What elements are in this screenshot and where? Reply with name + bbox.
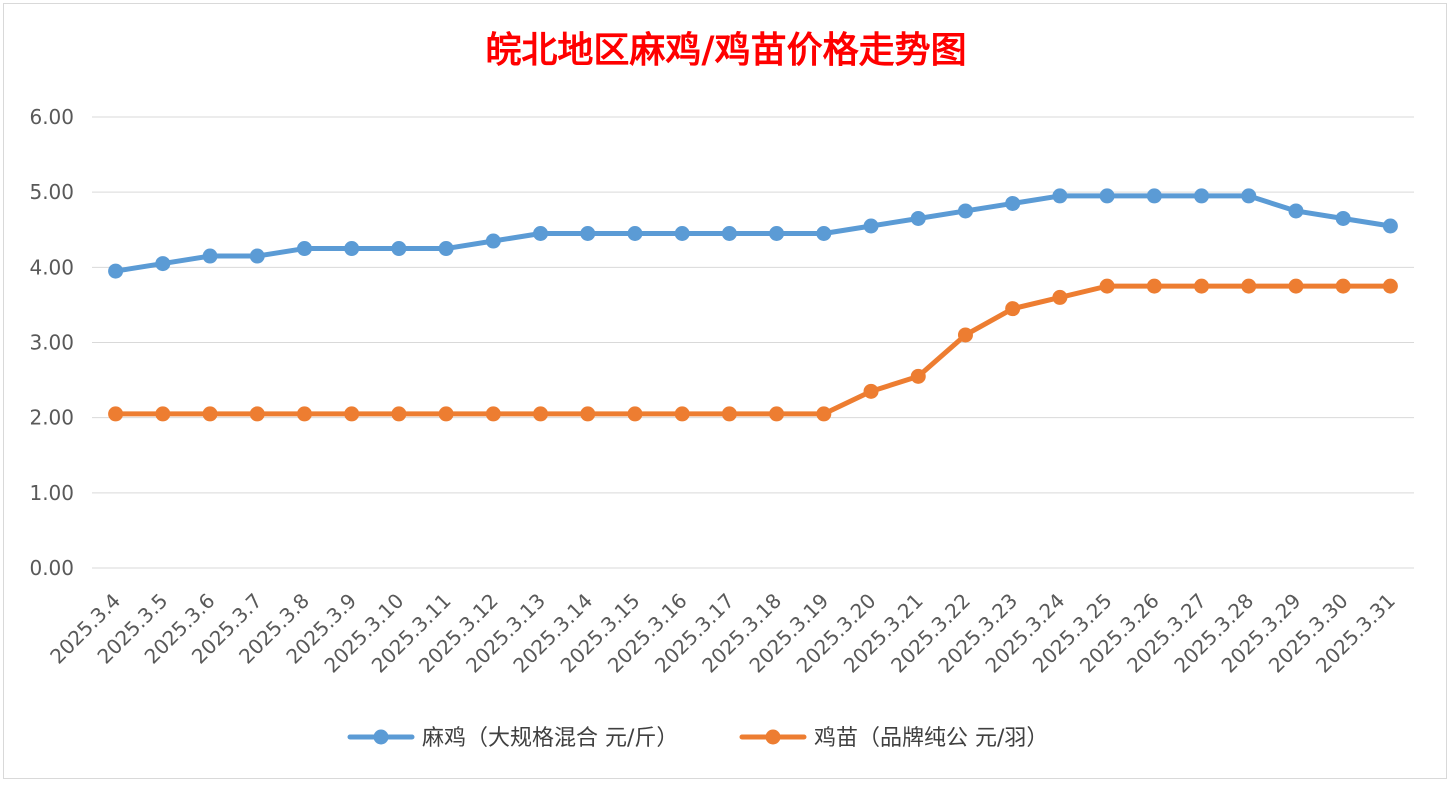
- data-point: [344, 406, 360, 422]
- data-point: [1382, 218, 1398, 234]
- legend-swatch-marker: [373, 729, 389, 745]
- legend-swatch-marker: [765, 729, 781, 745]
- x-axis-ticks: 2025.3.42025.3.52025.3.62025.3.72025.3.8…: [45, 589, 1400, 678]
- data-point: [1194, 278, 1210, 294]
- data-point: [627, 226, 643, 242]
- series-line: [113, 283, 1393, 417]
- gridlines: [92, 116, 1414, 569]
- legend-item: 鸡苗（品牌纯公 元/羽）: [739, 726, 1048, 751]
- legend: 麻鸡（大规格混合 元/斤） 鸡苗（品牌纯公 元/羽）: [347, 726, 1048, 751]
- data-point: [249, 248, 265, 264]
- data-point: [108, 406, 124, 422]
- data-point: [344, 241, 360, 257]
- data-point: [1241, 278, 1257, 294]
- data-point: [721, 406, 737, 422]
- series-lines: [108, 188, 1398, 422]
- data-point: [485, 406, 501, 422]
- data-point: [816, 226, 832, 242]
- chart-frame: [3, 3, 1447, 779]
- y-tick-label: 6.00: [29, 105, 74, 129]
- legend-label: 麻鸡（大规格混合 元/斤）: [422, 726, 678, 751]
- data-point: [533, 406, 549, 422]
- data-point: [769, 226, 785, 242]
- data-point: [1335, 278, 1351, 294]
- data-point: [721, 226, 737, 242]
- legend-item: 麻鸡（大规格混合 元/斤）: [347, 726, 678, 751]
- data-point: [1241, 188, 1257, 204]
- data-point: [1382, 278, 1398, 294]
- data-point: [627, 406, 643, 422]
- data-point: [202, 406, 218, 422]
- data-point: [1052, 188, 1068, 204]
- data-point: [1146, 188, 1162, 204]
- data-point: [1288, 278, 1304, 294]
- data-point: [1194, 188, 1210, 204]
- data-point: [249, 406, 265, 422]
- data-point: [485, 233, 501, 249]
- data-point: [1335, 210, 1351, 226]
- data-point: [1146, 278, 1162, 294]
- series-1: [108, 188, 1398, 279]
- data-point: [155, 406, 171, 422]
- data-point: [1052, 289, 1068, 305]
- data-point: [438, 406, 454, 422]
- data-point: [391, 241, 407, 257]
- series-line: [113, 193, 1393, 274]
- y-tick-label: 2.00: [29, 406, 74, 430]
- legend-label: 鸡苗（品牌纯公 元/羽）: [814, 726, 1048, 751]
- data-point: [816, 406, 832, 422]
- data-point: [1288, 203, 1304, 219]
- data-point: [391, 406, 407, 422]
- data-point: [910, 210, 926, 226]
- data-point: [863, 383, 879, 399]
- y-tick-label: 5.00: [29, 180, 74, 204]
- data-point: [1005, 195, 1021, 211]
- data-point: [155, 256, 171, 272]
- data-point: [910, 368, 926, 384]
- data-point: [674, 226, 690, 242]
- y-tick-label: 1.00: [29, 481, 74, 505]
- y-tick-label: 3.00: [29, 331, 74, 355]
- data-point: [296, 241, 312, 257]
- data-point: [674, 406, 690, 422]
- data-point: [108, 263, 124, 279]
- data-point: [1099, 278, 1115, 294]
- data-point: [957, 203, 973, 219]
- y-axis-ticks: 0.00 1.00 2.00 3.00 4.00 5.00 6.00: [29, 105, 74, 580]
- series-2: [108, 278, 1398, 422]
- data-point: [1005, 301, 1021, 317]
- chart-title: 皖北地区麻鸡/鸡苗价格走势图: [485, 29, 966, 71]
- data-point: [957, 327, 973, 343]
- y-tick-label: 0.00: [29, 556, 74, 580]
- data-point: [769, 406, 785, 422]
- data-point: [1099, 188, 1115, 204]
- y-tick-label: 4.00: [29, 255, 74, 279]
- data-point: [533, 226, 549, 242]
- data-point: [863, 218, 879, 234]
- data-point: [580, 406, 596, 422]
- data-point: [438, 241, 454, 257]
- data-point: [296, 406, 312, 422]
- data-point: [202, 248, 218, 264]
- data-point: [580, 226, 596, 242]
